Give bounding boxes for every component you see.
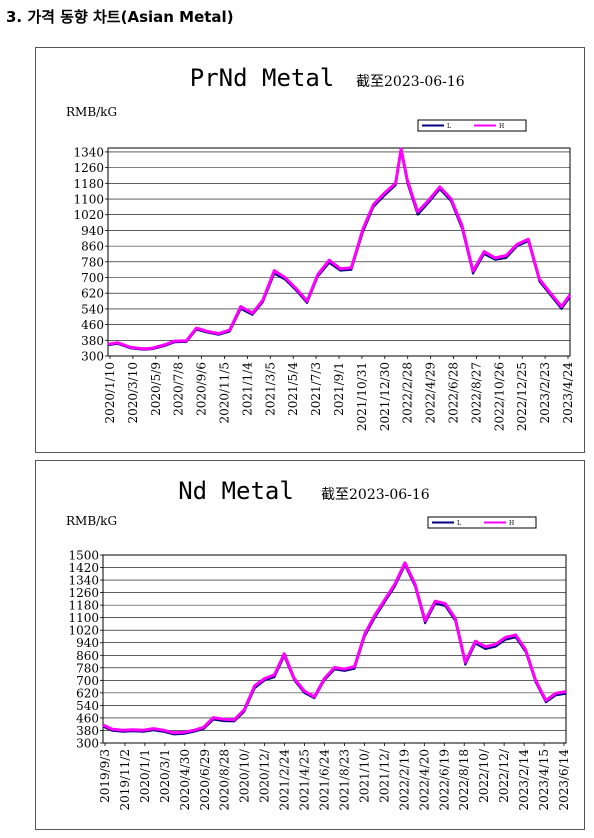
- y-tick-label: 620: [76, 686, 99, 700]
- y-tick-label: 1020: [68, 624, 99, 638]
- x-tick-label: 2021/12/30: [378, 362, 392, 431]
- x-tick-label: 2022/12/: [497, 748, 511, 803]
- x-tick-label: 2022/6/28: [447, 362, 461, 424]
- x-tick-label: 2019/9/3: [98, 749, 112, 803]
- y-tick-label: 700: [76, 674, 99, 688]
- x-tick-label: 2021/12/: [377, 748, 391, 803]
- y-tick-label: 540: [81, 302, 104, 316]
- y-tick-label: 780: [81, 255, 104, 269]
- x-tick-label: 2020/3/10: [126, 362, 140, 424]
- x-tick-label: 2022/12/25: [515, 362, 529, 431]
- y-tick-label: 300: [81, 350, 104, 364]
- y-tick-label: 1100: [73, 193, 104, 207]
- x-tick-label: 2023/2/23: [538, 362, 552, 424]
- plot-area: [107, 147, 571, 357]
- x-tick-label: 2022/8/27: [469, 362, 483, 424]
- x-tick-label: 2022/8/18: [457, 749, 471, 811]
- x-tick-label: 2021/6/24: [318, 749, 332, 811]
- x-tick-label: 2020/10/: [238, 748, 252, 803]
- plot-area: [102, 554, 567, 744]
- y-tick-label: 380: [76, 724, 99, 738]
- y-tick-label: 1420: [68, 561, 99, 575]
- x-tick-label: 2020/1/10: [103, 362, 117, 424]
- x-tick-label: 2020/4/30: [178, 749, 192, 811]
- legend-label-L: L: [457, 520, 461, 527]
- y-tick-label: 300: [76, 737, 99, 751]
- x-tick-label: 2020/6/29: [198, 749, 212, 811]
- y-tick-label: 620: [81, 287, 104, 301]
- y-tick-label: 780: [76, 661, 99, 675]
- x-tick-label: 2021/1/4: [240, 362, 254, 416]
- y-tick-label: 1500: [68, 549, 99, 563]
- x-tick-label: 2022/2/28: [401, 362, 415, 424]
- y-tick-label: 700: [81, 271, 104, 285]
- x-tick-label: 2022/10/26: [492, 362, 506, 431]
- y-tick-label: 1340: [68, 574, 99, 588]
- y-tick-label: 1260: [68, 586, 99, 600]
- y-axis-label: RMB/kG: [66, 105, 117, 119]
- x-tick-label: 2020/7/8: [172, 362, 186, 416]
- chart-title: PrNd Metal: [190, 64, 335, 92]
- chart-title: Nd Metal: [178, 477, 294, 505]
- y-tick-label: 940: [76, 636, 99, 650]
- series-line-H: [102, 561, 567, 735]
- y-tick-label: 1180: [73, 177, 104, 191]
- x-tick-label: 2023/4/15: [537, 749, 551, 811]
- x-tick-label: 2020/8/28: [218, 749, 232, 811]
- x-tick-label: 2020/9/6: [195, 362, 209, 416]
- y-tick-label: 1340: [73, 145, 104, 159]
- legend-label-H: H: [499, 123, 504, 130]
- x-tick-label: 2019/11/2: [118, 749, 132, 811]
- x-tick-label: 2022/2/19: [397, 749, 411, 811]
- x-tick-label: 2021/10/: [357, 748, 371, 803]
- chart-subtitle: 截至2023-06-16: [321, 487, 430, 503]
- y-tick-label: 860: [76, 649, 99, 663]
- x-tick-label: 2021/3/5: [263, 362, 277, 416]
- chart-panel-nd: Nd Metal 截至2023-06-16 RMB/kG L H 300 380 460 540…: [35, 460, 585, 830]
- x-tick-label: 2021/10/31: [355, 362, 369, 431]
- series-line-H: [107, 147, 572, 351]
- chart-subtitle: 截至2023-06-16: [356, 74, 465, 90]
- y-tick-label: 1020: [73, 208, 104, 222]
- x-tick-label: 2020/5/9: [149, 362, 163, 416]
- y-tick-label: 540: [76, 699, 99, 713]
- x-tick-label: 2022/6/19: [437, 749, 451, 811]
- x-tick-label: 2020/3/1: [158, 749, 172, 803]
- y-tick-label: 860: [81, 240, 104, 254]
- y-tick-label: 460: [81, 318, 104, 332]
- x-tick-label: 2020/12/: [258, 748, 272, 803]
- y-tick-label: 1260: [73, 161, 104, 175]
- x-tick-label: 2020/1/1: [138, 749, 152, 803]
- y-tick-label: 1100: [68, 611, 99, 625]
- x-tick-label: 2020/11/5: [218, 362, 232, 424]
- legend-label-H: H: [509, 520, 514, 527]
- x-tick-label: 2023/2/14: [517, 749, 531, 811]
- chart-panel-prnd: PrNd Metal 截至2023-06-16 RMB/kG L H 300 380 460 5…: [35, 47, 585, 453]
- x-tick-label: 2021/5/4: [286, 362, 300, 416]
- y-axis-label: RMB/kG: [66, 514, 117, 528]
- y-tick-label: 380: [81, 334, 104, 348]
- x-tick-label: 2022/4/20: [417, 749, 431, 811]
- x-tick-label: 2023/6/14: [557, 749, 571, 811]
- y-tick-label: 1180: [68, 599, 99, 613]
- x-tick-label: 2021/2/24: [278, 749, 292, 811]
- y-tick-label: 940: [81, 224, 104, 238]
- legend-label-L: L: [447, 123, 451, 130]
- x-tick-label: 2022/4/29: [424, 362, 438, 424]
- y-tick-label: 460: [76, 711, 99, 725]
- page-heading: 3. 가격 동향 차트(Asian Metal): [6, 8, 234, 26]
- x-tick-label: 2023/4/24: [561, 362, 575, 424]
- x-tick-label: 2021/4/25: [298, 749, 312, 811]
- x-tick-label: 2021/7/3: [309, 362, 323, 416]
- x-tick-label: 2022/10/: [477, 748, 491, 803]
- x-tick-label: 2021/9/1: [332, 362, 346, 416]
- x-tick-label: 2021/8/23: [337, 749, 351, 811]
